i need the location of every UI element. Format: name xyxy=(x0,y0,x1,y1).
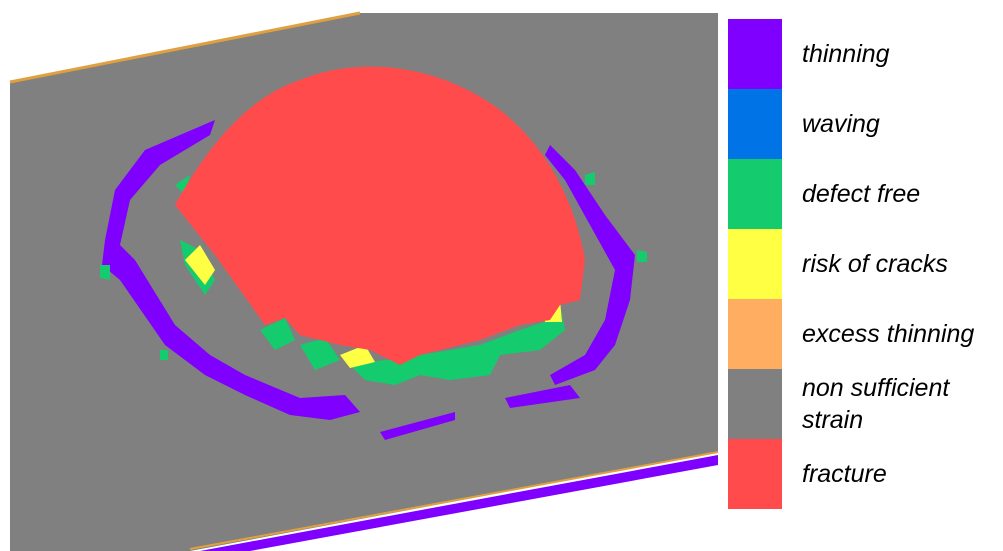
legend-item-waving: waving xyxy=(728,89,1003,159)
legend-label: excess thinning xyxy=(802,320,975,348)
thinning-band xyxy=(102,120,635,440)
fracture-region xyxy=(175,66,585,365)
legend-item-thinning: thinning xyxy=(728,19,1003,89)
legend-swatch xyxy=(728,19,782,89)
legend-item-risk-of-cracks: risk of cracks xyxy=(728,229,1003,299)
legend-label: waving xyxy=(802,110,880,138)
legend-label: fracture xyxy=(802,460,887,488)
legend: thinning waving defect free risk of crac… xyxy=(728,19,1003,509)
legend-swatch xyxy=(728,159,782,229)
legend-label: risk of cracks xyxy=(802,250,948,278)
legend-swatch xyxy=(728,229,782,299)
legend-label: thinning xyxy=(802,40,890,68)
plate-bottom-edge xyxy=(189,451,719,550)
legend-label: non sufficient strain xyxy=(802,374,950,434)
defect-free-band xyxy=(100,172,647,385)
formability-contour-plot xyxy=(9,11,719,551)
legend-item-defect-free: defect free xyxy=(728,159,1003,229)
legend-item-fracture: fracture xyxy=(728,439,1003,509)
legend-swatch xyxy=(728,89,782,159)
legend-swatch xyxy=(728,299,782,369)
legend-swatch xyxy=(728,439,782,509)
plate-bottom-thinning-strip xyxy=(200,455,718,551)
legend-item-non-sufficient-strain: non sufficient strain xyxy=(728,369,1003,439)
legend-label: defect free xyxy=(802,180,921,208)
plate-top-edge xyxy=(9,11,361,84)
legend-swatch xyxy=(728,369,782,439)
legend-item-excess-thinning: excess thinning xyxy=(728,299,1003,369)
